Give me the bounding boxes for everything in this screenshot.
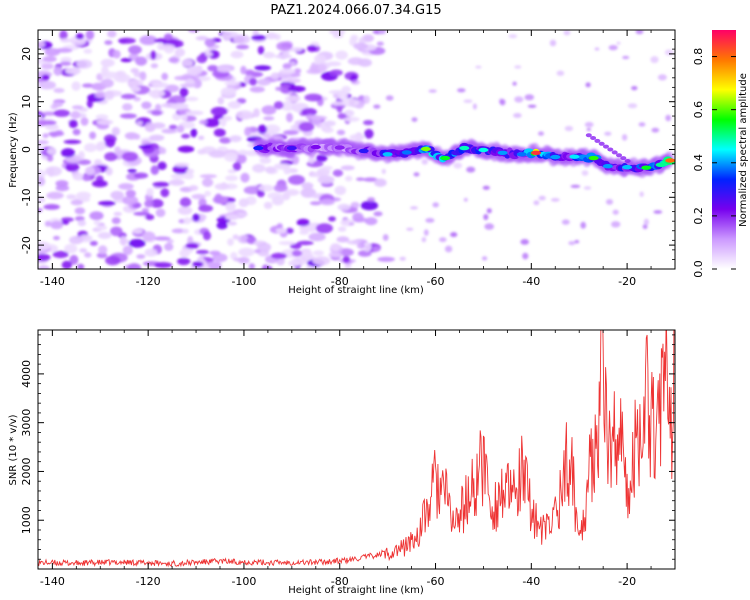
colorbar-tick-label: 0.6 [692, 101, 705, 119]
colorbar-tick-label: 0.8 [692, 48, 705, 66]
colorbar-gradient [712, 30, 736, 269]
signal-peak [622, 165, 633, 170]
x-tick-label: -80 [331, 275, 349, 288]
figure-title: PAZ1.2024.066.07.34.G15 [270, 3, 441, 18]
y-tick-label: 20 [20, 47, 33, 61]
snr-panel: -140 -120 -100 -80 -60 -40 -20 1000 2000 3000 4000… [8, 329, 676, 596]
signal-peak [516, 152, 527, 157]
x-tick-label: -60 [427, 275, 445, 288]
y-tick-label: 4000 [20, 360, 33, 388]
spectrogram-xlabel: Height of straight line (km) [288, 285, 424, 296]
signal-peak [420, 146, 431, 152]
x-tick-label: -100 [231, 275, 256, 288]
snr-frame [37, 329, 676, 570]
snr-xlabel: Height of straight line (km) [288, 585, 424, 596]
signal-peak [641, 165, 652, 170]
signal-peak [588, 155, 599, 161]
x-tick-label: -40 [522, 275, 540, 288]
spectrogram-noise [38, 30, 674, 269]
x-tick-label: -140 [40, 275, 65, 288]
x-tick-label: -20 [618, 575, 636, 588]
colorbar-label: Normalized spectral amplitude [738, 73, 749, 227]
x-tick-label: -20 [618, 275, 636, 288]
signal-peak [569, 154, 580, 159]
snr-ylabel: SNR (10 * v/v) [8, 414, 19, 485]
x-tick-label: -100 [231, 575, 256, 588]
y-tick-label: 2000 [20, 457, 33, 485]
x-tick-label: -140 [40, 575, 65, 588]
signal-peak [478, 147, 489, 153]
x-tick-label: -120 [136, 275, 161, 288]
snr-ticks: -140 -120 -100 -80 -60 -40 -20 1000 2000 3000 4000 [20, 330, 676, 588]
colorbar-tick-label: 0.0 [692, 260, 705, 278]
signal-peak [382, 152, 393, 157]
spectrogram-heatmap [38, 30, 675, 269]
y-tick-label: -10 [20, 188, 33, 206]
y-tick-label: 0 [20, 146, 33, 153]
signal-peak [286, 145, 297, 151]
x-tick-label: -60 [427, 575, 445, 588]
signal-peak [310, 144, 321, 150]
y-tick-label: 10 [20, 95, 33, 109]
x-tick-label: -120 [136, 575, 161, 588]
colorbar-tick-label: 0.2 [692, 207, 705, 225]
snr-series-line [38, 330, 675, 568]
signal-peak [550, 154, 561, 160]
colorbar-ticks: 0.0 0.2 0.4 0.6 0.8 [692, 48, 736, 278]
signal-peak [253, 145, 264, 151]
signal-peak [334, 145, 345, 150]
signal-peak [459, 145, 470, 151]
signal-peak [531, 150, 542, 155]
spectrogram-signal-track [253, 133, 675, 178]
spectrogram-ylabel: Frequency (Hz) [8, 112, 19, 188]
signal-peak [665, 158, 675, 163]
signal-peak [358, 148, 369, 154]
signal-peak [440, 155, 451, 161]
signal-peak [401, 150, 412, 155]
y-tick-label: 3000 [20, 409, 33, 437]
colorbar: 0.0 0.2 0.4 0.6 0.8 Normalized spectral ampl… [692, 30, 749, 278]
y-tick-label: -20 [20, 236, 33, 254]
y-tick-label: 1000 [20, 506, 33, 534]
signal-peak [602, 164, 613, 169]
colorbar-tick-label: 0.4 [692, 154, 705, 172]
signal-peak [497, 150, 508, 155]
signal-peak [655, 162, 666, 167]
x-tick-label: -80 [331, 575, 349, 588]
x-tick-label: -40 [522, 575, 540, 588]
